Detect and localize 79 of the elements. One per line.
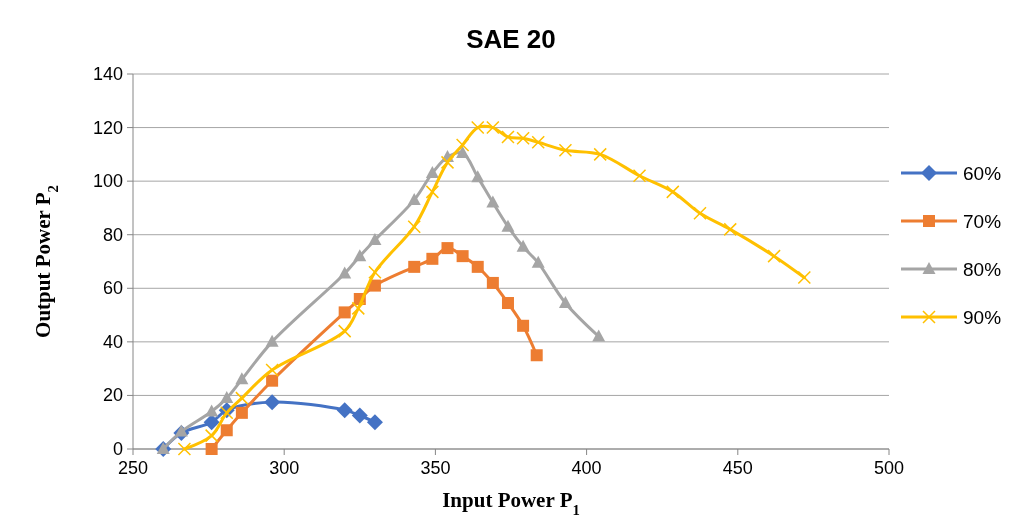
point	[530, 349, 543, 362]
point	[407, 219, 421, 234]
point	[337, 324, 352, 338]
point	[336, 402, 353, 419]
point	[531, 135, 545, 150]
x-tick-label: 250	[117, 458, 149, 478]
y-tick-label: 100	[92, 171, 123, 192]
point	[220, 391, 234, 404]
point	[486, 195, 500, 208]
point	[408, 260, 421, 273]
x-tick-label: 350	[420, 458, 451, 478]
point	[723, 222, 737, 237]
point	[767, 249, 781, 263]
point	[368, 279, 381, 292]
point	[338, 306, 351, 319]
x-tick-label: 400	[571, 458, 602, 478]
y-tick-label: 120	[92, 117, 123, 138]
x-tick-label: 450	[722, 458, 753, 478]
point	[501, 219, 515, 232]
point	[235, 406, 248, 419]
y-tick-label: 60	[102, 278, 123, 299]
point	[174, 424, 188, 437]
point	[351, 407, 368, 424]
point	[517, 319, 530, 332]
point	[265, 363, 279, 377]
point	[266, 374, 279, 387]
point	[204, 428, 219, 443]
point	[425, 166, 439, 179]
point	[558, 143, 573, 158]
point	[666, 185, 680, 199]
point	[456, 146, 470, 159]
point	[177, 442, 192, 456]
point	[516, 239, 530, 252]
point	[353, 249, 367, 262]
y-tick-label: 20	[102, 385, 123, 406]
point	[264, 394, 281, 411]
point	[338, 266, 352, 279]
point	[220, 424, 233, 437]
point	[426, 252, 439, 265]
point	[593, 147, 607, 162]
legend-label: 90%	[963, 307, 1002, 328]
y-tick-label: 40	[102, 331, 123, 352]
point	[456, 250, 469, 263]
point	[205, 443, 218, 455]
x-tick-label: 300	[269, 458, 300, 478]
point	[797, 270, 812, 285]
chart-title: SAE 20	[466, 24, 556, 54]
point	[531, 255, 545, 268]
point	[486, 276, 499, 289]
point	[235, 391, 249, 405]
y-tick-label: 140	[92, 64, 123, 84]
point	[368, 233, 382, 246]
point	[455, 138, 470, 152]
legend-label: 80%	[963, 259, 1002, 280]
x-axis-title: Input Power P$_{1}$	[442, 488, 580, 518]
point	[501, 297, 514, 310]
point	[205, 404, 219, 417]
point	[471, 170, 485, 183]
point	[632, 169, 647, 183]
legend-label: 70%	[963, 211, 1002, 232]
legend-label: 60%	[963, 163, 1002, 184]
point	[425, 185, 440, 199]
y-tick-label: 80	[102, 224, 123, 245]
point	[558, 296, 572, 309]
point	[592, 329, 606, 342]
point	[351, 301, 366, 316]
point	[235, 372, 249, 385]
point	[265, 334, 279, 347]
point	[219, 406, 234, 420]
point	[203, 414, 220, 431]
point	[407, 192, 421, 205]
point	[366, 414, 383, 431]
point	[471, 260, 484, 273]
point	[693, 206, 707, 221]
point	[440, 155, 455, 170]
y-tick-label: 0	[112, 439, 123, 459]
point	[368, 265, 382, 279]
point	[441, 242, 454, 255]
x-tick-label: 500	[873, 458, 905, 478]
